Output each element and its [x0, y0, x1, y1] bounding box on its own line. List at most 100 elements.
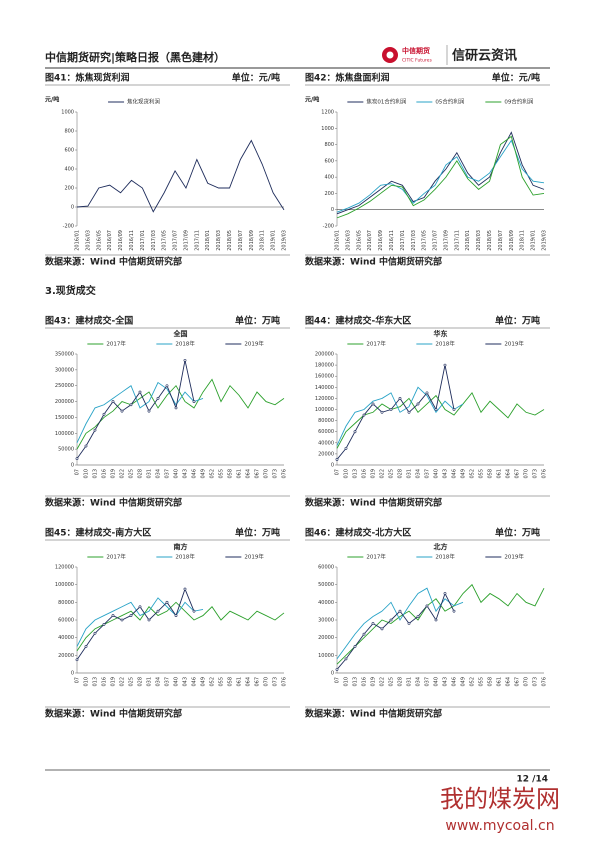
x-tick-label: 016 — [362, 677, 368, 687]
legend-label: 焦化现货利润 — [127, 98, 161, 106]
series-line — [336, 583, 545, 665]
legend-label: 焦炭01合约利润 — [366, 98, 406, 106]
x-tick-label: 2016/03 — [85, 230, 91, 251]
y-tick-label: 60000 — [58, 618, 74, 624]
x-tick-label: 058 — [488, 469, 494, 479]
page-number: 12 /14 — [517, 775, 548, 785]
chart-title: 北方 — [434, 542, 448, 551]
section-title: 3.现货成交 — [45, 284, 96, 297]
y-tick-label: -200 — [323, 224, 334, 230]
series-line — [76, 597, 204, 647]
x-tick-label: 076 — [542, 469, 548, 479]
x-tick-label: 049 — [201, 469, 207, 479]
legend-label: 2019年 — [504, 553, 524, 561]
legend-label: 2018年 — [435, 340, 455, 348]
x-tick-label: 064 — [506, 469, 512, 479]
point-marker — [344, 446, 348, 450]
series-line — [76, 360, 195, 459]
logo-cn: 中信期货 — [402, 46, 430, 55]
x-tick-label: 2018/03 — [476, 230, 482, 251]
x-tick-label: 061 — [237, 677, 243, 687]
y-tick-label: 600 — [324, 158, 334, 164]
x-tick-label: 034 — [416, 677, 422, 687]
legend-label: 2018年 — [175, 340, 195, 348]
figure-source: 数据来源：Wind 中信期货研究部 — [45, 256, 182, 268]
x-tick-label: 064 — [246, 469, 252, 479]
y-tick-label: 60000 — [318, 429, 334, 435]
point-marker — [165, 384, 169, 388]
point-marker — [434, 618, 438, 622]
y-tick-label: 20000 — [318, 635, 334, 641]
x-tick-label: 049 — [201, 677, 207, 687]
x-tick-label: 019 — [371, 677, 377, 687]
x-tick-label: 013 — [93, 677, 99, 687]
x-tick-label: 061 — [497, 677, 503, 687]
x-tick-label: 2017/03 — [411, 230, 417, 251]
point-marker — [452, 408, 456, 411]
figure-caption: 图43：建材成交-全国 — [45, 315, 133, 327]
x-tick-label: 2018/11 — [520, 230, 526, 251]
x-tick-label: 2018/11 — [260, 230, 266, 251]
point-marker — [380, 410, 384, 414]
point-marker — [129, 614, 133, 617]
x-tick-label: 2017/05 — [422, 230, 428, 251]
x-tick-label: 040 — [174, 677, 180, 687]
y-tick-label: 1200 — [321, 110, 334, 116]
x-tick-label: 061 — [497, 469, 503, 479]
point-marker — [353, 430, 357, 434]
x-tick-label: 2017/03 — [151, 230, 157, 251]
x-tick-label: 076 — [282, 677, 288, 687]
y-tick-label: 50000 — [58, 447, 74, 453]
x-tick-label: 055 — [479, 469, 485, 479]
point-marker — [156, 396, 160, 400]
y-tick-label: 20000 — [58, 653, 74, 659]
point-marker — [138, 605, 142, 609]
x-tick-label: 07 — [335, 469, 341, 475]
y-tick-label: 300000 — [55, 367, 74, 373]
point-marker — [362, 632, 366, 636]
x-tick-label: 2017/01 — [400, 230, 406, 251]
x-tick-label: 025 — [389, 677, 395, 687]
y-tick-label: -200 — [63, 224, 74, 230]
x-tick-label: 019 — [111, 677, 117, 687]
x-tick-label: 034 — [156, 469, 162, 479]
x-tick-label: 046 — [192, 677, 198, 687]
figure-unit: 单位：万吨 — [235, 315, 280, 327]
x-tick-label: 058 — [228, 677, 234, 687]
x-tick-label: 022 — [120, 677, 126, 687]
logo-en: CITIC Futures — [402, 58, 432, 64]
x-tick-label: 046 — [452, 677, 458, 687]
x-tick-label: 2018/05 — [487, 230, 493, 251]
series-line — [336, 392, 545, 449]
y-tick-label: 0 — [71, 463, 74, 469]
x-tick-label: 070 — [524, 677, 530, 687]
series-line — [336, 386, 464, 446]
x-tick-label: 07 — [75, 469, 81, 475]
x-tick-label: 2016/07 — [367, 230, 373, 251]
x-tick-label: 076 — [542, 677, 548, 687]
x-tick-label: 022 — [380, 469, 386, 479]
x-tick-label: 037 — [165, 469, 171, 479]
figure-caption: 图41：炼焦现货利润 — [45, 72, 130, 84]
y-tick-label: 40000 — [318, 600, 334, 606]
series-line — [76, 378, 285, 450]
legend-label: 2019年 — [244, 553, 264, 561]
y-tick-label: 400 — [324, 175, 334, 181]
x-tick-label: 2017/07 — [173, 230, 179, 251]
x-tick-label: 013 — [353, 677, 359, 687]
legend-label: 2017年 — [366, 340, 386, 348]
x-tick-label: 2016/07 — [107, 230, 113, 251]
legend-label: 2018年 — [435, 553, 455, 561]
x-tick-label: 2018/05 — [227, 230, 233, 251]
y-tick-label: 40000 — [318, 440, 334, 446]
y-tick-label: 0 — [331, 671, 334, 677]
x-tick-label: 043 — [183, 469, 189, 479]
x-tick-label: 058 — [488, 677, 494, 687]
x-tick-label: 073 — [533, 469, 539, 479]
x-tick-label: 2019/01 — [271, 230, 277, 251]
x-tick-label: 064 — [246, 677, 252, 687]
series-line — [336, 587, 464, 660]
x-tick-label: 2017/11 — [454, 230, 460, 251]
figure-source: 数据来源：Wind 中信期货研究部 — [45, 497, 182, 509]
point-marker — [75, 658, 79, 662]
